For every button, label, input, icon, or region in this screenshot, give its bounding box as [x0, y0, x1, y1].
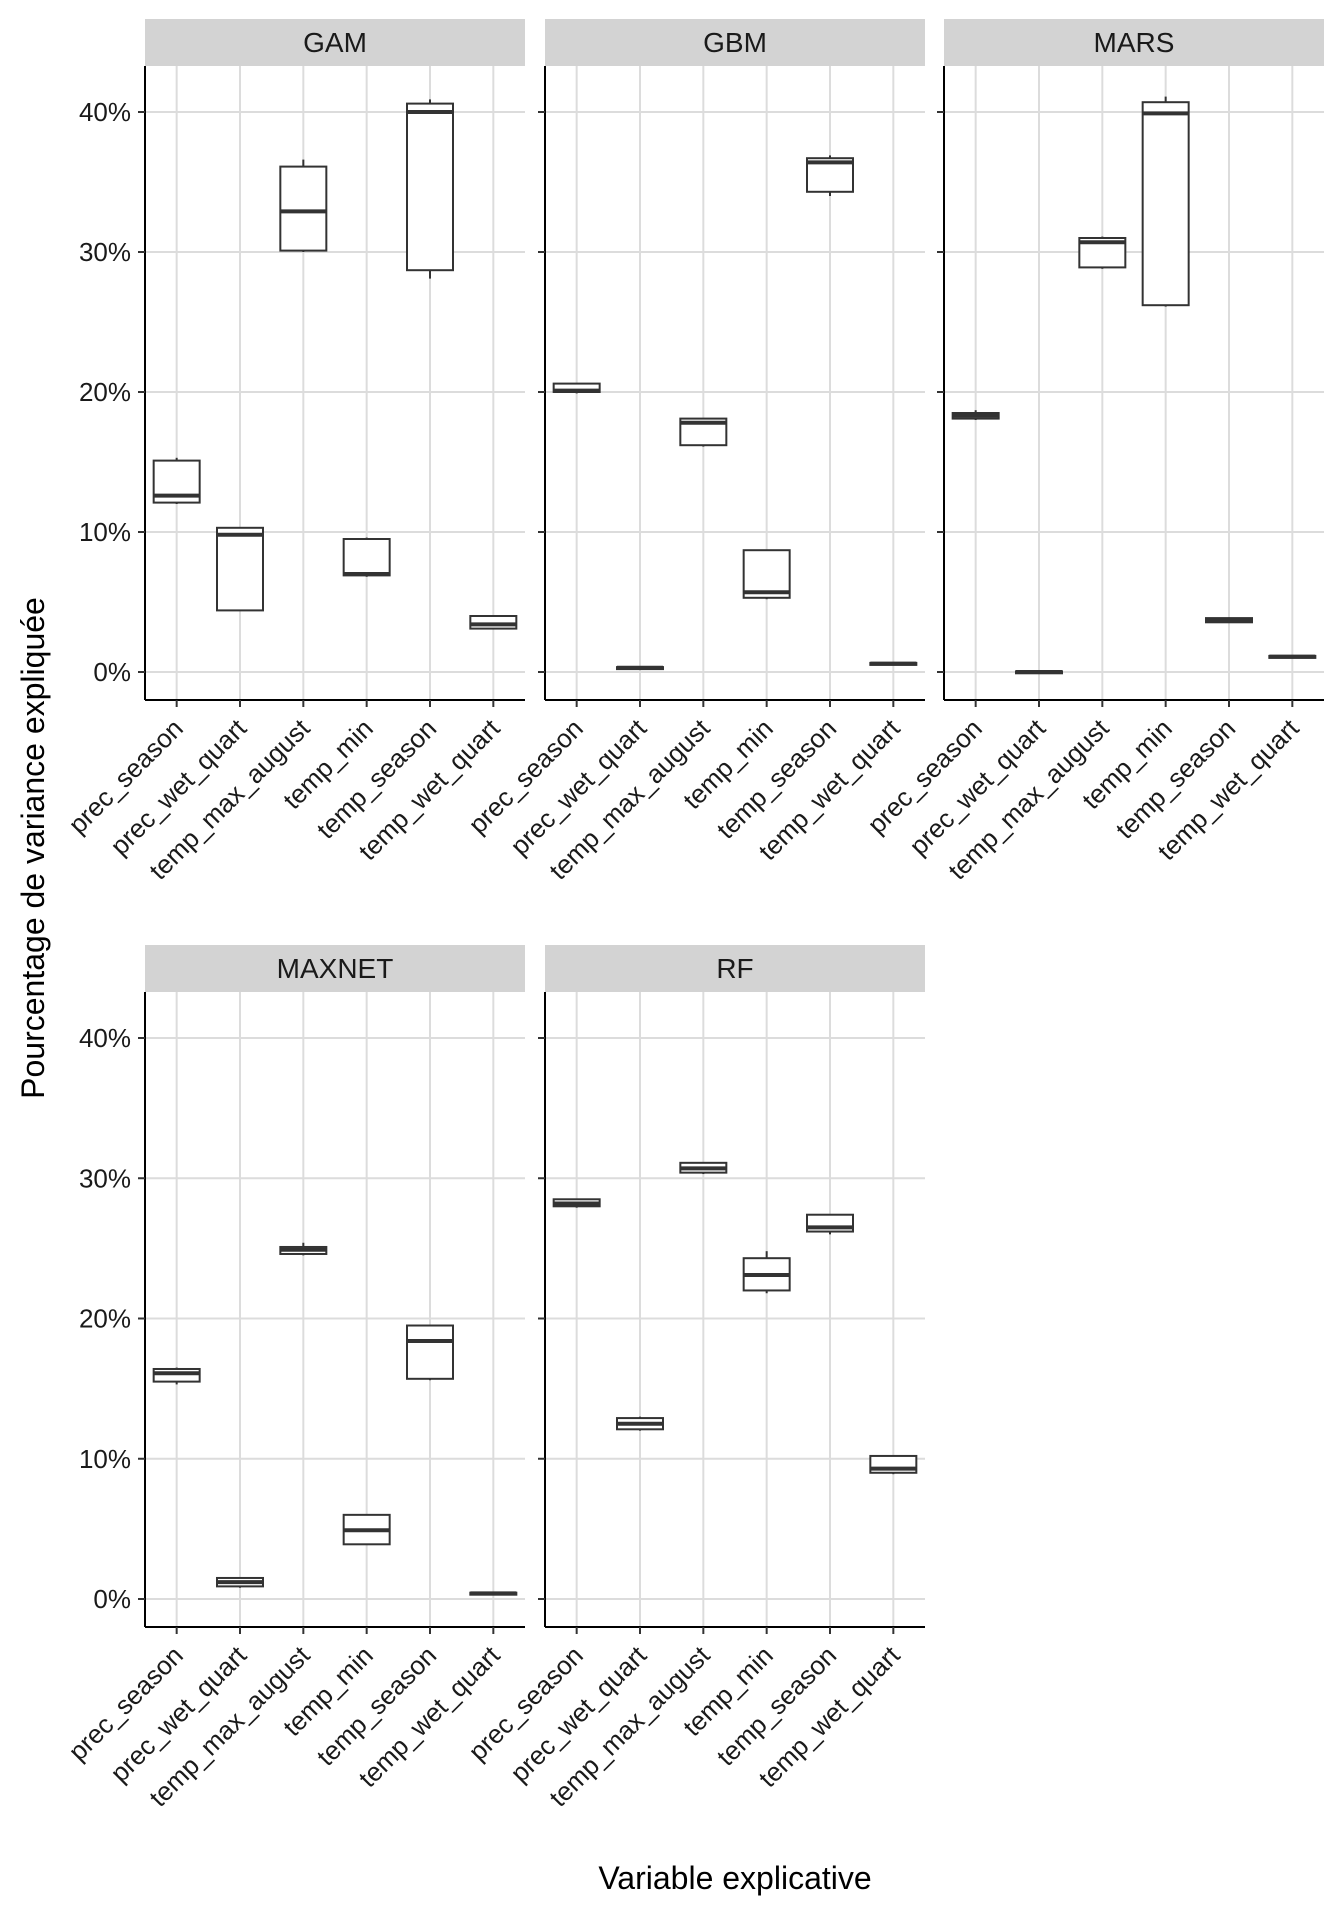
y-tick-label: 0%	[93, 657, 131, 687]
box-body	[279, 165, 328, 252]
box-body	[1141, 101, 1190, 307]
box-prec-season	[152, 1367, 201, 1385]
box-body	[152, 1367, 201, 1383]
box-body	[469, 615, 518, 630]
x-axis-title: Variable explicative	[598, 1860, 871, 1896]
box-temp-season	[406, 1324, 454, 1381]
box-temp-min	[342, 1513, 391, 1546]
box-prec-wet-quart	[216, 526, 264, 612]
y-tick-label: 20%	[79, 377, 131, 407]
box-temp-max-august	[679, 417, 728, 447]
panel-strip-label: GAM	[303, 27, 367, 58]
panel-maxnet: MAXNET0%10%20%30%40%prec_seasonprec_wet_…	[62, 945, 525, 1812]
box-temp-max-august	[279, 1242, 328, 1256]
y-axis-title: Pourcentage de variance expliquée	[15, 597, 51, 1099]
box-body	[406, 102, 454, 272]
box-temp-season	[1205, 617, 1253, 624]
box-temp-wet-quart	[1268, 654, 1317, 659]
y-tick-label: 10%	[79, 517, 131, 547]
box-temp-season	[406, 99, 454, 279]
box-temp-max-august	[279, 159, 328, 252]
box-temp-min	[742, 549, 791, 600]
box-body	[742, 549, 791, 599]
y-tick-label: 30%	[79, 237, 131, 267]
panel-strip	[944, 19, 1324, 66]
box-prec-season	[152, 457, 201, 504]
box-body	[406, 1324, 454, 1380]
panel-strip	[545, 945, 925, 992]
box-body	[216, 526, 264, 612]
box-temp-min	[1141, 96, 1190, 307]
box-prec-wet-quart	[616, 665, 664, 671]
box-temp-season	[806, 155, 854, 196]
y-tick-label: 10%	[79, 1444, 131, 1474]
y-tick-label: 40%	[79, 97, 131, 127]
panel-strip	[145, 19, 525, 66]
box-prec-wet-quart	[616, 1416, 664, 1431]
panel-strip	[145, 945, 525, 992]
box-temp-wet-quart	[869, 1454, 918, 1475]
box-temp-min	[342, 537, 391, 577]
panel-strip-label: RF	[716, 953, 753, 984]
panel-strip-label: MARS	[1094, 27, 1175, 58]
box-body	[342, 538, 391, 577]
y-tick-label: 20%	[79, 1304, 131, 1334]
box-prec-wet-quart	[1015, 670, 1063, 675]
box-temp-season	[806, 1213, 854, 1235]
y-tick-label: 40%	[79, 1023, 131, 1053]
box-temp-wet-quart	[469, 615, 518, 630]
panel-strip	[545, 19, 925, 66]
box-prec-wet-quart	[216, 1576, 264, 1588]
box-temp-max-august	[679, 1161, 728, 1175]
box-prec-season	[552, 382, 601, 394]
panel-strip-label: MAXNET	[277, 953, 394, 984]
box-temp-wet-quart	[469, 1591, 518, 1596]
box-prec-season	[951, 410, 1000, 420]
box-prec-season	[552, 1198, 601, 1208]
box-temp-wet-quart	[869, 661, 918, 666]
box-temp-max-august	[1078, 236, 1127, 269]
box-temp-min	[742, 1251, 791, 1294]
y-tick-label: 0%	[93, 1584, 131, 1614]
panel-strip-label: GBM	[703, 27, 767, 58]
y-tick-label: 30%	[79, 1163, 131, 1193]
